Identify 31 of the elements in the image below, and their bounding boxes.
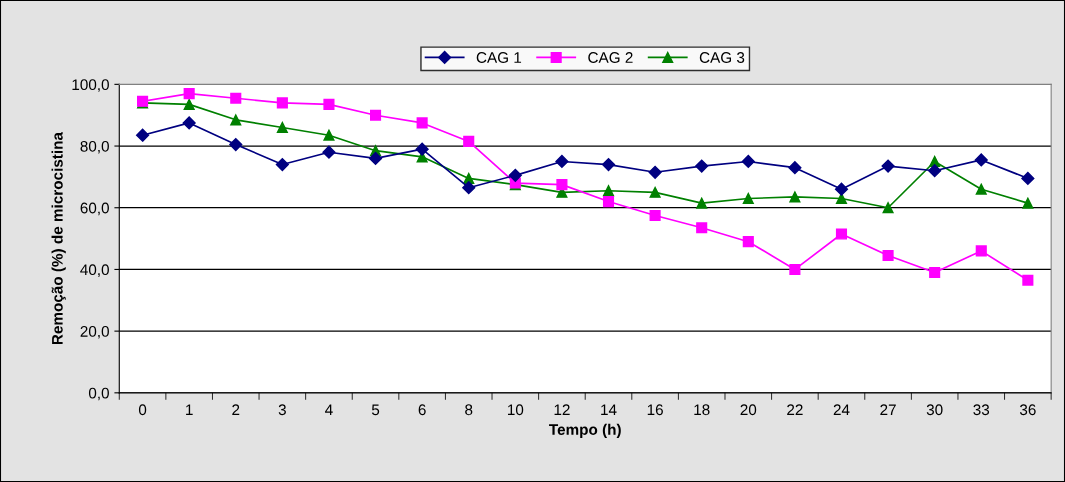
- y-tick-label: 60,0: [80, 202, 109, 216]
- x-tick-label: 0: [138, 404, 147, 416]
- x-tick-label: 16: [647, 404, 663, 416]
- x-tick-label: 30: [926, 404, 943, 416]
- x-tick-label: 10: [508, 404, 524, 416]
- x-tick-label: 33: [973, 404, 990, 416]
- x-tick-label: 1: [186, 404, 193, 416]
- x-tick-label: 22: [787, 404, 803, 416]
- x-tick-label: 12: [554, 404, 570, 416]
- x-tick-label: 6: [418, 404, 426, 416]
- y-axis-title: Remoção (%) de microcistina: [51, 131, 66, 345]
- x-axis-title: Tempo (h): [549, 423, 621, 438]
- x-tick-label: 2: [232, 404, 240, 416]
- x-tick-label: 3: [278, 404, 286, 416]
- x-tick-label: 4: [325, 404, 333, 416]
- x-tick-label: 20: [740, 404, 757, 416]
- y-tick-label: 100,0: [72, 79, 109, 92]
- x-tick-label: 18: [694, 404, 710, 416]
- legend-label: CAG 2: [588, 52, 633, 63]
- x-tick-label: 24: [833, 404, 850, 416]
- legend-label: CAG 1: [476, 52, 522, 63]
- x-tick-label: 5: [371, 404, 380, 416]
- x-tick-label: 8: [465, 404, 473, 416]
- legend-label: CAG 3: [699, 52, 745, 63]
- x-tick-label: 36: [1019, 404, 1036, 416]
- x-tick-label: 27: [880, 404, 896, 416]
- y-tick-label: 40,0: [80, 264, 109, 277]
- y-tick-label: 0,0: [88, 387, 109, 401]
- y-tick-label: 20,0: [80, 326, 109, 339]
- y-tick-label: 80,0: [80, 140, 109, 154]
- x-tick-label: 14: [601, 404, 617, 416]
